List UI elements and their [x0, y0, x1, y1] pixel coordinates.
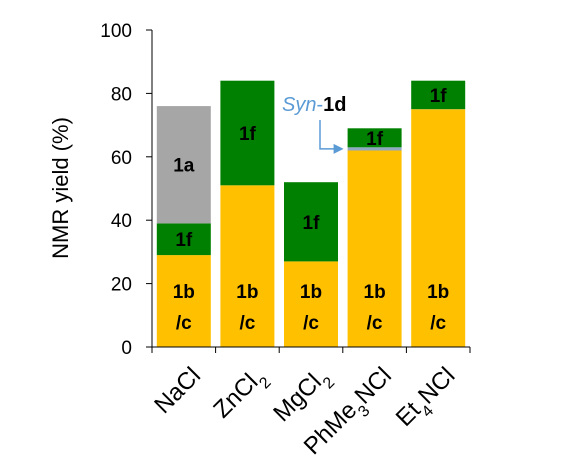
x-tick-label: ZnCl2	[208, 362, 274, 428]
y-tick-label: 40	[111, 211, 132, 232]
segment-label: 1b	[427, 282, 449, 303]
bar-segment	[347, 128, 402, 148]
segment-label: /c	[176, 313, 192, 334]
y-tick-label: 100	[100, 21, 132, 42]
segment-label: 1b	[236, 282, 258, 303]
annotation-arrowhead	[333, 143, 344, 154]
bar-segment	[156, 223, 211, 256]
segment-label: /c	[367, 313, 383, 334]
segment-label: 1f	[239, 124, 257, 145]
segment-label: 1f	[303, 213, 321, 234]
bar-segment	[284, 261, 338, 347]
y-tick-label: 20	[111, 275, 132, 296]
y-tick-label: 60	[111, 148, 132, 169]
bar-segment	[347, 147, 402, 151]
x-tick-label: Et4NCl	[391, 362, 465, 436]
segment-label: 1a	[173, 156, 195, 177]
bar-segment	[284, 182, 338, 262]
segment-label: /c	[303, 313, 319, 334]
y-axis-title: NMR yield (%)	[48, 117, 73, 259]
bar-segment	[411, 109, 466, 348]
bar-segment	[347, 150, 402, 347]
annotation-label: Syn-1d	[282, 94, 346, 116]
segment-label: 1b	[364, 282, 386, 303]
segment-label: 1f	[366, 129, 384, 150]
bar-segment	[156, 106, 211, 224]
bars	[156, 80, 466, 348]
y-tick-label: 80	[111, 84, 132, 105]
segment-label: 1f	[175, 230, 193, 251]
bar-segment	[156, 255, 211, 347]
segment-label: /c	[430, 313, 446, 334]
segment-label: 1b	[300, 282, 322, 303]
segment-label: 1b	[173, 282, 195, 303]
annotation-arrow-line	[319, 120, 336, 150]
segment-label: /c	[239, 313, 255, 334]
bar-segment	[220, 185, 275, 347]
y-tick-label: 0	[121, 338, 132, 359]
bar-segment	[220, 80, 275, 186]
x-tick-label: NaCl	[149, 362, 206, 419]
bar-segment	[411, 80, 466, 110]
segment-label: 1f	[430, 86, 448, 107]
